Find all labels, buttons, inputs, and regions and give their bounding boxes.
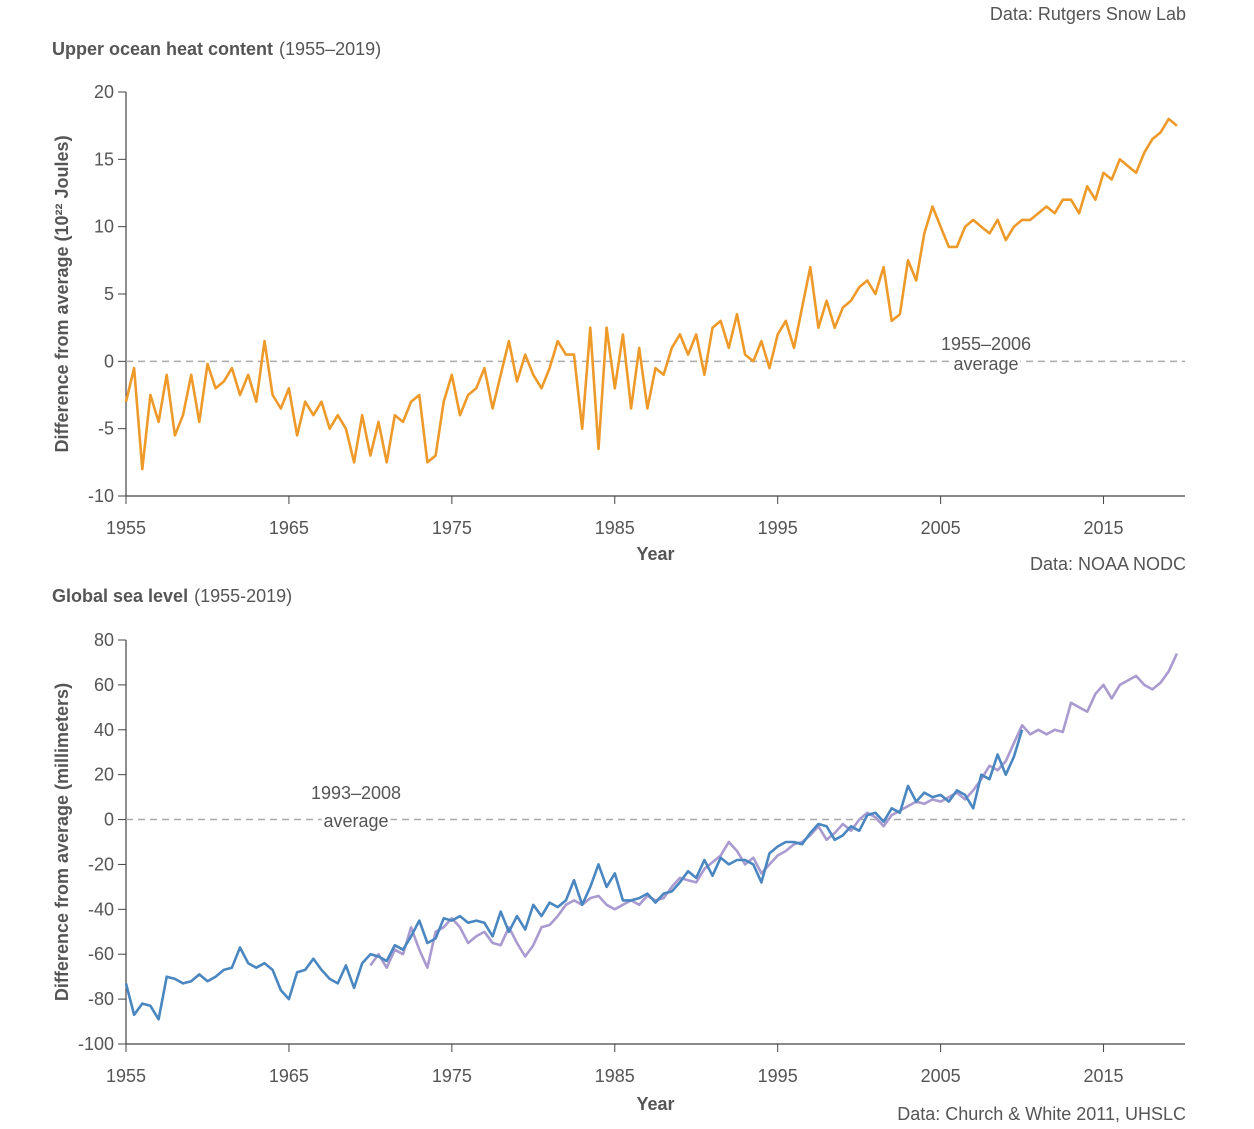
- x-tick-label: 2005: [921, 1066, 961, 1086]
- title-main: Upper ocean heat content: [52, 39, 273, 59]
- y-tick-label: -5: [98, 419, 114, 439]
- y-axis-label: Difference from average (millimeters): [52, 683, 72, 1001]
- x-tick-label: 1955: [106, 1066, 146, 1086]
- y-tick-label: 60: [94, 675, 114, 695]
- y-tick-label: 0: [104, 810, 114, 830]
- x-tick-label: 1975: [432, 518, 472, 538]
- x-tick-label: 1975: [432, 1066, 472, 1086]
- y-tick-label: -10: [88, 486, 114, 506]
- chart: Upper ocean heat content (1955–2019) Diffe…: [52, 39, 1186, 574]
- x-tick-label: 2015: [1084, 1066, 1124, 1086]
- y-tick-label: -40: [88, 899, 114, 919]
- title-years: (1955–2019): [279, 39, 381, 59]
- x-tick-label: 1965: [269, 1066, 309, 1086]
- y-tick-label: -20: [88, 854, 114, 874]
- x-tick-label: 1985: [595, 518, 635, 538]
- annotation: 1993–2008: [311, 783, 401, 803]
- y-tick-label: 5: [104, 284, 114, 304]
- x-tick-label: 2005: [921, 518, 961, 538]
- chart-title: Global sea level (1955-2019): [52, 586, 292, 606]
- x-tick-label: 1985: [595, 1066, 635, 1086]
- clipped-source: Data: Rutgers Snow Lab: [990, 4, 1186, 24]
- y-tick-label: 0: [104, 351, 114, 371]
- chart-title: Upper ocean heat content (1955–2019): [52, 39, 381, 59]
- y-tick-label: 15: [94, 149, 114, 169]
- x-tick-label: 1955: [106, 518, 146, 538]
- data-line: [124, 729, 1024, 1021]
- annotation: average: [953, 354, 1018, 374]
- annotation: 1955–2006: [941, 334, 1031, 354]
- data-line: [124, 117, 1178, 471]
- x-tick-label: 1995: [758, 1066, 798, 1086]
- x-axis-label: Year: [636, 544, 674, 564]
- annotation: average: [323, 811, 388, 831]
- x-tick-label: 2015: [1084, 518, 1124, 538]
- title-main: Global sea level: [52, 586, 188, 606]
- y-tick-label: 20: [94, 82, 114, 102]
- chart: Global sea level (1955-2019) Difference fr…: [52, 586, 1186, 1124]
- y-tick-label: -100: [78, 1034, 114, 1054]
- y-tick-label: 80: [94, 630, 114, 650]
- y-axis-label: Difference from average (10²² Joules): [52, 135, 72, 452]
- source-note: Data: Church & White 2011, UHSLC: [897, 1104, 1186, 1124]
- x-tick-label: 1995: [758, 518, 798, 538]
- x-tick-label: 1965: [269, 518, 309, 538]
- y-tick-label: -80: [88, 989, 114, 1009]
- x-axis-label: Year: [636, 1094, 674, 1114]
- y-tick-label: 20: [94, 765, 114, 785]
- data-line: [369, 652, 1179, 969]
- y-tick-label: 10: [94, 217, 114, 237]
- y-tick-label: 40: [94, 720, 114, 740]
- title-years: (1955-2019): [194, 586, 292, 606]
- source-note: Data: NOAA NODC: [1030, 554, 1186, 574]
- y-tick-label: -60: [88, 944, 114, 964]
